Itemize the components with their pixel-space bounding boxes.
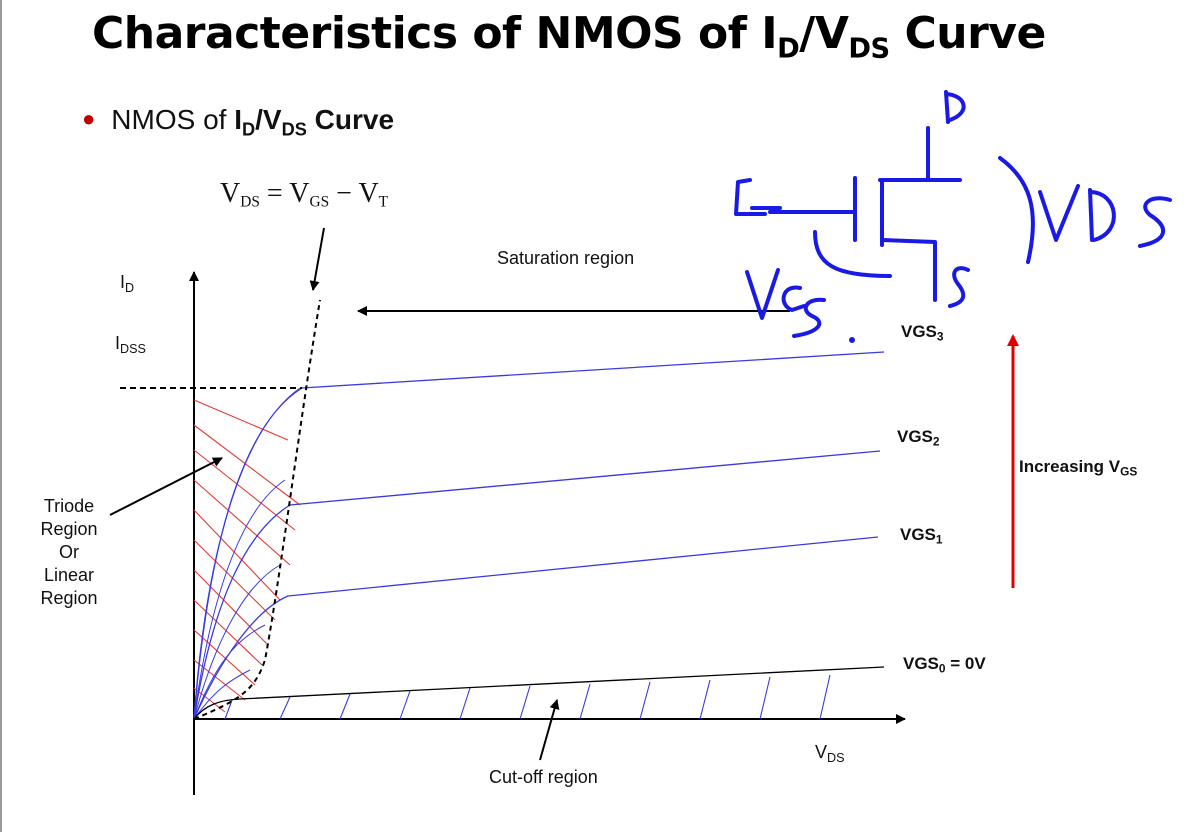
vgs-letter-v (745, 268, 780, 320)
increasing-vgs-label: Increasing VGS (1019, 457, 1138, 479)
vds-brace (998, 156, 1035, 264)
triode-hatch (193, 399, 301, 713)
channel-bottom (880, 238, 937, 302)
vgs0-label: VGS0 = 0V (903, 654, 986, 676)
source-letter-s (948, 266, 970, 308)
vgs-letter-s (792, 297, 826, 338)
ink-dot (849, 337, 855, 343)
idss-label: IDSS (115, 333, 146, 356)
curve-vgs3 (193, 351, 885, 720)
equation-pointer-arrow (309, 227, 325, 291)
drain-letter-d (944, 90, 966, 124)
triode-pointer-arrow (109, 457, 223, 516)
vgs-letter-g (781, 285, 806, 312)
page-title: Characteristics of NMOS of ID/VDS Curve (92, 8, 1046, 65)
cutoff-region-label: Cut-off region (489, 767, 598, 787)
curve-vgs0 (193, 666, 885, 720)
curve-vgs1 (193, 536, 879, 720)
window-left-edge (0, 0, 2, 832)
gate-letter-g (734, 178, 782, 216)
cutoff-pointer-arrow (539, 699, 560, 761)
vgs-curves (193, 351, 885, 720)
vgs2-label: VGS2 (897, 427, 940, 449)
x-axis-label: VDS (815, 742, 845, 765)
handwritten-transistor-sketch (734, 90, 1172, 338)
saturation-region-label: Saturation region (497, 248, 635, 268)
vgs-loop (813, 230, 892, 278)
vgs3-label: VGS3 (901, 322, 944, 344)
vds-letter-s (1138, 196, 1172, 248)
curve-vgs2 (193, 450, 881, 720)
bullet-item: ● NMOS of ID/VDS Curve (82, 104, 395, 140)
vgs1-label: VGS1 (900, 525, 943, 547)
vds-letter-v (1038, 184, 1080, 242)
triode-region-label: Triode Region Or Linear Region (40, 496, 98, 608)
vds-sat-dashed-curve (193, 299, 321, 720)
cutoff-hatch (224, 674, 831, 720)
saturation-boundary-equation: VDS = VGS − VT (220, 178, 389, 211)
vds-letter-d (1088, 188, 1116, 242)
bullet-dot-icon: ● (82, 106, 96, 131)
y-axis-label: ID (120, 272, 135, 295)
